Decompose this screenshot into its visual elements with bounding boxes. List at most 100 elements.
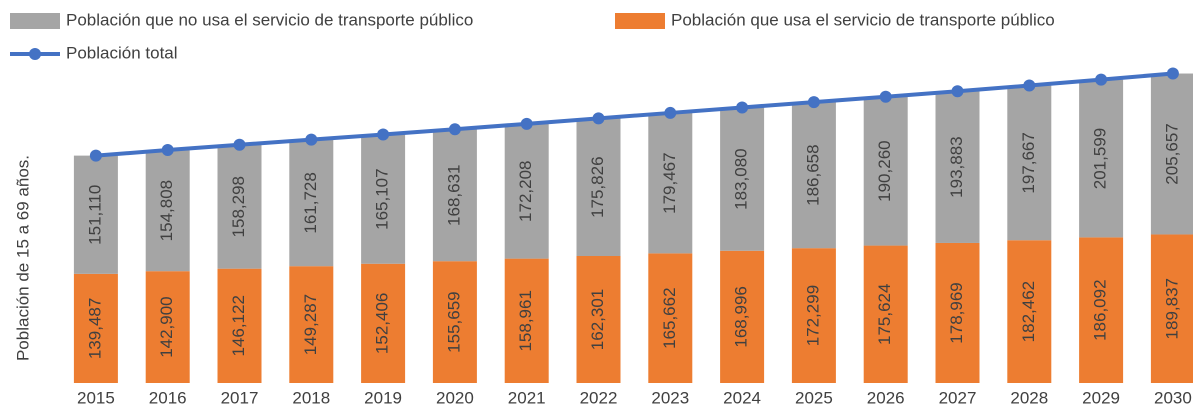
- data-label: 168,631: [444, 164, 463, 225]
- line-marker: [1023, 79, 1036, 92]
- line-marker: [448, 123, 461, 136]
- data-label: 175,624: [875, 284, 894, 345]
- data-label: 161,728: [301, 172, 320, 233]
- line-marker: [592, 112, 605, 125]
- data-label: 190,260: [875, 140, 894, 201]
- x-tick-label: 2028: [1010, 388, 1048, 407]
- legend-label: Población total: [66, 43, 178, 62]
- line-marker: [1166, 67, 1179, 80]
- line-marker: [377, 128, 390, 141]
- data-label: 186,092: [1091, 279, 1110, 340]
- data-label: 186,658: [803, 144, 822, 205]
- bar: [432, 129, 477, 262]
- data-label: 149,287: [301, 294, 320, 355]
- data-label: 152,406: [373, 293, 392, 354]
- data-label: 151,110: [85, 185, 104, 245]
- x-tick-label: 2030: [1154, 388, 1192, 407]
- x-tick-label: 2017: [221, 388, 259, 407]
- data-label: 197,667: [1019, 132, 1038, 193]
- bar: [648, 253, 693, 383]
- bar: [361, 134, 406, 264]
- bar: [648, 112, 693, 254]
- legend-label: Población que no usa el servicio de tran…: [66, 10, 473, 29]
- line-marker: [951, 85, 964, 98]
- line-marker: [233, 138, 246, 151]
- bar: [791, 248, 836, 383]
- data-label: 183,080: [732, 148, 751, 209]
- bar: [935, 242, 980, 383]
- bar: [145, 271, 190, 383]
- x-tick-label: 2018: [292, 388, 330, 407]
- x-tick-label: 2022: [580, 388, 618, 407]
- line-marker: [879, 90, 892, 103]
- bar: [145, 150, 190, 272]
- x-tick-label: 2023: [651, 388, 689, 407]
- x-tick-label: 2020: [436, 388, 474, 407]
- bar: [289, 266, 334, 383]
- legend-swatch: [615, 13, 665, 29]
- bar: [1150, 234, 1193, 383]
- bar: [791, 102, 836, 249]
- data-label: 158,961: [516, 290, 535, 351]
- x-tick-label: 2015: [77, 388, 115, 407]
- bar: [576, 255, 621, 383]
- x-tick-label: 2024: [723, 388, 761, 407]
- data-label: 179,467: [660, 152, 679, 213]
- bar: [1007, 240, 1052, 383]
- bar: [863, 245, 908, 383]
- bar: [73, 155, 118, 274]
- x-tick-label: 2025: [795, 388, 833, 407]
- data-label: 168,996: [732, 286, 751, 347]
- legend-label: Población que usa el servicio de transpo…: [671, 10, 1055, 29]
- bar: [1079, 79, 1124, 238]
- x-tick-label: 2027: [939, 388, 977, 407]
- data-label: 154,808: [157, 180, 176, 241]
- bar: [432, 261, 477, 383]
- bar: [1007, 85, 1052, 241]
- bar: [935, 91, 980, 243]
- data-label: 158,298: [229, 176, 248, 237]
- line-marker: [520, 117, 533, 130]
- x-tick-label: 2019: [364, 388, 402, 407]
- data-label: 162,301: [588, 289, 607, 350]
- data-label: 205,657: [1162, 123, 1181, 184]
- line-marker: [807, 96, 820, 109]
- line-marker: [736, 101, 749, 114]
- bar: [361, 263, 406, 383]
- line: [95, 71, 1174, 158]
- bar: [217, 144, 262, 269]
- data-label: 172,299: [803, 285, 822, 346]
- data-label: 201,599: [1091, 128, 1110, 189]
- bar: [73, 273, 118, 383]
- x-tick-label: 2029: [1082, 388, 1120, 407]
- data-label: 182,462: [1019, 281, 1038, 342]
- data-label: 155,659: [444, 291, 463, 352]
- line-marker: [161, 144, 174, 157]
- data-label: 142,900: [157, 296, 176, 357]
- bar: [1079, 237, 1124, 383]
- bar: [1150, 73, 1193, 235]
- data-label: 172,208: [516, 161, 535, 222]
- data-label: 193,883: [947, 136, 966, 197]
- data-label: 178,969: [947, 282, 966, 343]
- bar: [720, 250, 765, 383]
- bar: [720, 107, 765, 251]
- y-axis-label: Población de 15 a 69 años.: [13, 155, 32, 361]
- data-label: 139,487: [85, 298, 104, 359]
- bar: [504, 258, 549, 383]
- line-marker: [89, 149, 102, 162]
- bar: [289, 139, 334, 267]
- data-label: 165,107: [373, 168, 392, 229]
- data-label: 146,122: [229, 295, 248, 356]
- line-marker: [1095, 73, 1108, 86]
- legend-swatch: [10, 13, 60, 29]
- bar: [863, 96, 908, 246]
- legend-marker: [29, 48, 41, 60]
- x-tick-label: 2021: [508, 388, 546, 407]
- bar: [504, 123, 549, 259]
- line-marker: [305, 133, 318, 146]
- x-tick-label: 2026: [867, 388, 905, 407]
- data-label: 165,662: [660, 287, 679, 348]
- x-tick-label: 2016: [149, 388, 187, 407]
